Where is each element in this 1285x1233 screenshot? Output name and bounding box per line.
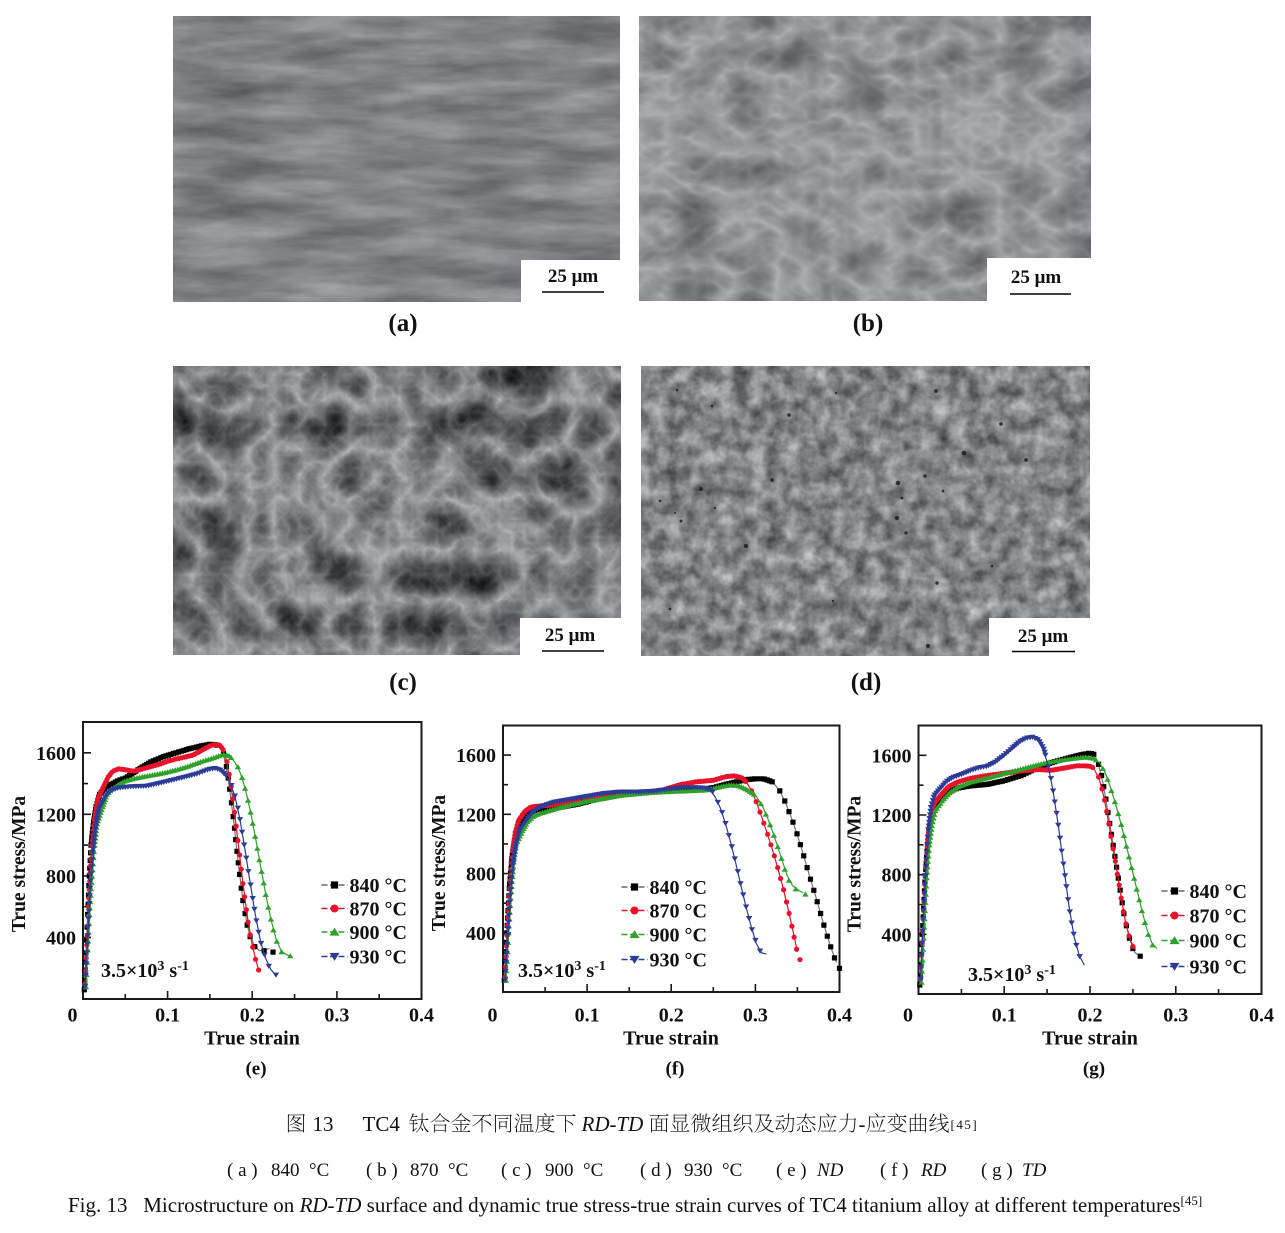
svg-text:400: 400 <box>46 927 76 949</box>
svg-text:3.5×103 s-1: 3.5×103 s-1 <box>968 963 1056 986</box>
svg-text:[45]: [45] <box>951 1117 979 1132</box>
svg-text:1200: 1200 <box>36 804 76 826</box>
svg-text:0.2: 0.2 <box>240 1005 265 1027</box>
svg-text:800: 800 <box>466 864 496 886</box>
svg-text:870 °C: 870 °C <box>1190 906 1247 928</box>
svg-text:900 °C: 900 °C <box>1190 931 1247 953</box>
svg-text:1200: 1200 <box>456 804 496 826</box>
svg-text:( e ): ( e ) <box>776 1160 807 1181</box>
svg-text:0: 0 <box>903 1005 913 1027</box>
svg-text:0: 0 <box>488 1005 498 1027</box>
svg-text:( f ): ( f ) <box>880 1160 908 1181</box>
svg-text:(c): (c) <box>389 669 417 696</box>
svg-text:RD: RD <box>920 1160 947 1181</box>
svg-text:0.1: 0.1 <box>575 1005 600 1027</box>
svg-text:True strain: True strain <box>623 1028 719 1050</box>
svg-text:( g ): ( g ) <box>981 1160 1013 1181</box>
svg-text:930 °C: 930 °C <box>1190 957 1247 979</box>
svg-text:0.1: 0.1 <box>155 1005 180 1027</box>
svg-text:800: 800 <box>882 865 912 887</box>
svg-text:TD: TD <box>1022 1160 1047 1181</box>
svg-text:0.4: 0.4 <box>1249 1005 1274 1027</box>
svg-text:(g): (g) <box>1083 1059 1105 1080</box>
svg-text:(e): (e) <box>245 1059 266 1080</box>
svg-text:(d): (d) <box>851 669 882 696</box>
svg-text:1600: 1600 <box>872 745 912 767</box>
svg-text:840 °C: 840 °C <box>350 875 407 897</box>
svg-text:( c ): ( c ) <box>501 1160 532 1181</box>
svg-text:900 °C: 900 °C <box>650 925 707 947</box>
svg-text:( a ): ( a ) <box>227 1160 258 1181</box>
svg-text:25 μm: 25 μm <box>1018 626 1069 647</box>
svg-text:True stress/MPa: True stress/MPa <box>429 795 450 932</box>
svg-text:840 °C: 840 °C <box>650 877 707 899</box>
svg-text:400: 400 <box>882 924 912 946</box>
svg-text:900 °C: 900 °C <box>545 1160 603 1181</box>
svg-text:0.4: 0.4 <box>409 1005 434 1027</box>
svg-text:True strain: True strain <box>204 1028 300 1050</box>
svg-text:3.5×103 s-1: 3.5×103 s-1 <box>101 959 189 982</box>
svg-text:-: - <box>859 1112 866 1136</box>
svg-text:900 °C: 900 °C <box>350 922 407 944</box>
svg-text:0.1: 0.1 <box>992 1005 1017 1027</box>
svg-text:( d ): ( d ) <box>640 1160 672 1181</box>
svg-text:1200: 1200 <box>872 805 912 827</box>
svg-text:0.3: 0.3 <box>1163 1005 1188 1027</box>
svg-text:0.2: 0.2 <box>1078 1005 1103 1027</box>
svg-text:840 °C: 840 °C <box>1190 881 1247 903</box>
svg-text:Fig. 13 Microstructure on RD: Fig. 13 Microstructure on RD-TD surface … <box>68 1193 1202 1217</box>
svg-text:ND: ND <box>816 1160 844 1181</box>
svg-text:400: 400 <box>466 923 496 945</box>
svg-text:True stress/MPa: True stress/MPa <box>9 796 30 933</box>
svg-text:RD-TD: RD-TD <box>581 1112 644 1136</box>
svg-text:True stress/MPa: True stress/MPa <box>845 796 866 933</box>
svg-text:0.3: 0.3 <box>324 1005 349 1027</box>
svg-text:TC4: TC4 <box>363 1112 401 1136</box>
svg-text:3.5×103 s-1: 3.5×103 s-1 <box>518 959 606 982</box>
svg-text:0.3: 0.3 <box>743 1005 768 1027</box>
svg-text:0: 0 <box>68 1005 78 1027</box>
svg-text:800: 800 <box>46 866 76 888</box>
svg-text:25 μm: 25 μm <box>548 266 599 287</box>
svg-text:True strain: True strain <box>1042 1028 1138 1050</box>
svg-text:( b ): ( b ) <box>366 1160 398 1181</box>
svg-text:25 μm: 25 μm <box>545 625 596 646</box>
svg-text:930 °C: 930 °C <box>650 950 707 972</box>
svg-text:870 °C: 870 °C <box>650 901 707 923</box>
svg-text:870 °C: 870 °C <box>350 899 407 921</box>
svg-text:(a): (a) <box>388 310 417 337</box>
svg-text:0.4: 0.4 <box>827 1005 852 1027</box>
svg-text:25 μm: 25 μm <box>1011 267 1062 288</box>
svg-text:0.2: 0.2 <box>659 1005 684 1027</box>
svg-text:930 °C: 930 °C <box>684 1160 742 1181</box>
svg-text:930 °C: 930 °C <box>350 947 407 969</box>
svg-text:1600: 1600 <box>456 745 496 767</box>
svg-text:840 °C: 840 °C <box>271 1160 329 1181</box>
svg-text:13: 13 <box>313 1112 334 1136</box>
svg-text:870 °C: 870 °C <box>410 1160 468 1181</box>
svg-text:(f): (f) <box>666 1059 685 1080</box>
svg-text:1600: 1600 <box>36 743 76 765</box>
svg-text:(b): (b) <box>853 310 884 337</box>
